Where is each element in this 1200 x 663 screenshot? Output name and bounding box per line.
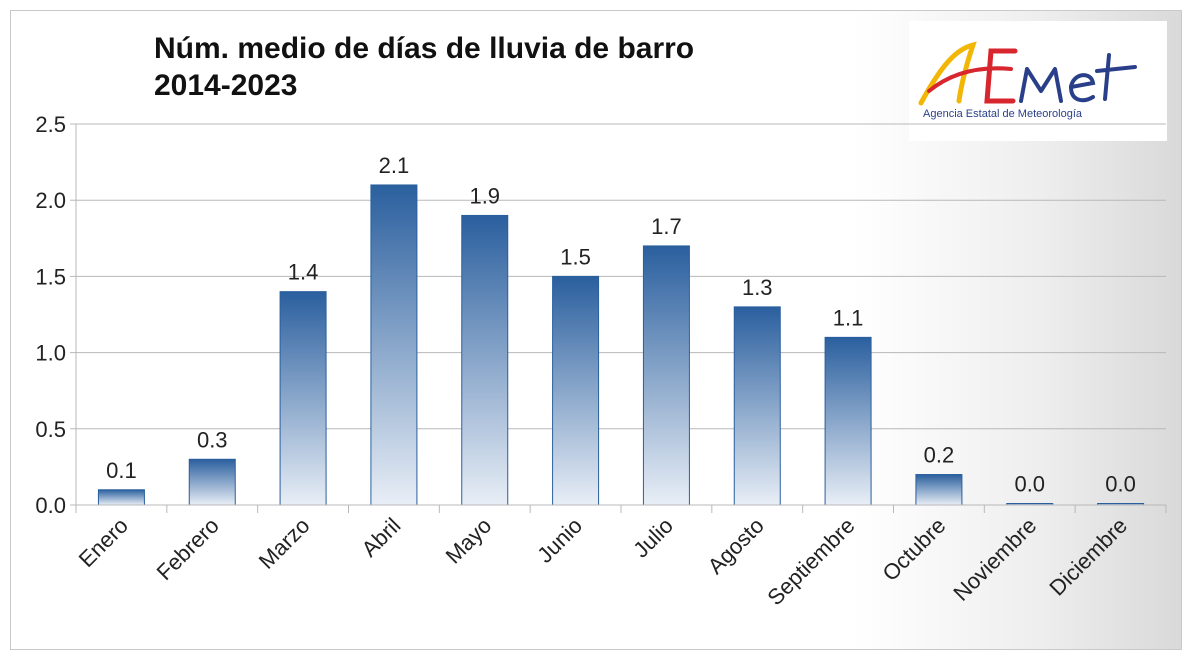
- y-tick-label: 0.5: [35, 417, 66, 442]
- x-tick-label: Octubre: [877, 513, 950, 586]
- data-label: 1.4: [288, 260, 319, 285]
- bar-octubre: [915, 474, 963, 506]
- x-tick-label: Agosto: [703, 513, 769, 579]
- data-label: 1.7: [651, 214, 682, 239]
- x-tick-label: Febrero: [152, 513, 224, 585]
- x-tick-label: Noviembre: [948, 513, 1041, 606]
- y-axis: 0.0 0.5 1.0 1.5 2.0 2.5: [35, 112, 77, 518]
- x-tick-label: Diciembre: [1044, 513, 1132, 601]
- data-label: 0.0: [1105, 472, 1136, 497]
- data-label: 2.1: [379, 153, 410, 178]
- bar-mayo: [461, 214, 509, 506]
- data-label: 0.3: [197, 427, 228, 452]
- chart-title: Núm. medio de días de lluvia de barro: [154, 32, 694, 65]
- bar-febrero: [188, 458, 236, 506]
- x-tick-label: Enero: [74, 513, 133, 572]
- data-label: 1.5: [560, 244, 591, 269]
- data-label: 0.2: [924, 443, 955, 468]
- x-tick-label: Junio: [532, 513, 587, 568]
- bar-junio: [552, 275, 600, 506]
- bar-julio: [642, 245, 690, 506]
- y-tick-label: 2.0: [35, 188, 66, 213]
- bars: 0.1 0.3 1.4 2.1 1.9 1.5 1.7 1.3 1.1 0.2 0.0 0.0: [97, 153, 1145, 506]
- y-tick-label: 0.0: [35, 493, 66, 518]
- bar-septiembre: [824, 336, 872, 506]
- data-label: 1.3: [742, 275, 773, 300]
- data-label: 1.1: [833, 305, 864, 330]
- aemet-logo: Agencia Estatal de Meteorología: [909, 21, 1167, 141]
- bar-enero: [97, 489, 145, 506]
- x-tick-label: Abril: [357, 513, 406, 562]
- bar-abril: [370, 184, 418, 506]
- data-label: 0.1: [106, 458, 137, 483]
- x-tick-label: Julio: [628, 513, 678, 563]
- x-axis: Enero Febrero Marzo Abril Mayo Junio Julio Agos…: [74, 504, 1167, 610]
- y-tick-label: 2.5: [35, 112, 66, 137]
- x-tick-label: Septiembre: [762, 513, 859, 610]
- logo-subtitle: Agencia Estatal de Meteorología: [923, 108, 1083, 120]
- x-tick-label: Mayo: [441, 513, 497, 569]
- gridlines: [76, 123, 1166, 506]
- bar-agosto: [733, 306, 781, 506]
- y-tick-label: 1.5: [35, 264, 66, 289]
- x-tick-label: Marzo: [254, 513, 315, 574]
- chart-subtitle: 2014-2023: [154, 69, 297, 102]
- data-label: 0.0: [1014, 472, 1045, 497]
- data-label: 1.9: [469, 183, 500, 208]
- y-tick-label: 1.0: [35, 341, 66, 366]
- chart-frame: Núm. medio de días de lluvia de barro 20…: [10, 10, 1182, 650]
- bar-chart: Núm. medio de días de lluvia de barro 20…: [35, 21, 1167, 610]
- bar-marzo: [279, 291, 327, 506]
